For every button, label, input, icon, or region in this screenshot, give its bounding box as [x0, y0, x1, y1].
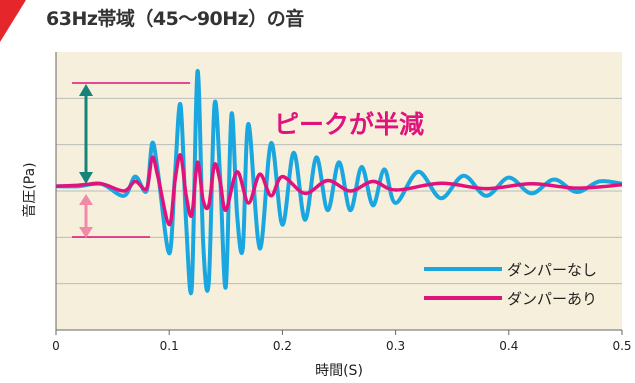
series-layer	[55, 69, 623, 296]
chart-title: 63Hz帯域（45〜90Hz）の音	[46, 8, 304, 30]
x-tick-label: 0.2	[273, 339, 292, 353]
teal-arrow-bottom-head	[79, 172, 93, 184]
x-tick-label: 0.1	[160, 339, 179, 353]
pink-arrow-bottom-head	[79, 227, 93, 238]
legend-label-with-damper: ダンパーあり	[507, 290, 597, 308]
pink-arrow-top-head	[79, 194, 93, 205]
x-ticks: 0 0.1 0.2 0.3 0.4 0.5	[52, 330, 632, 353]
y-axis-label: 音圧(Pa)	[21, 162, 38, 217]
teal-arrow-top-head	[79, 84, 93, 96]
x-tick-label: 0.3	[386, 339, 405, 353]
annotation-text: ピークが半減	[274, 110, 424, 139]
series-line-1	[55, 153, 623, 227]
x-tick-label: 0.5	[612, 339, 631, 353]
series-line-0	[55, 69, 623, 296]
corner-accent	[0, 0, 26, 42]
legend: ダンパーなし ダンパーあり	[424, 261, 597, 308]
legend-label-no-damper: ダンパーなし	[507, 261, 597, 279]
x-axis-label: 時間(S)	[315, 363, 363, 379]
x-tick-label: 0	[52, 339, 60, 353]
x-tick-label: 0.4	[499, 339, 518, 353]
